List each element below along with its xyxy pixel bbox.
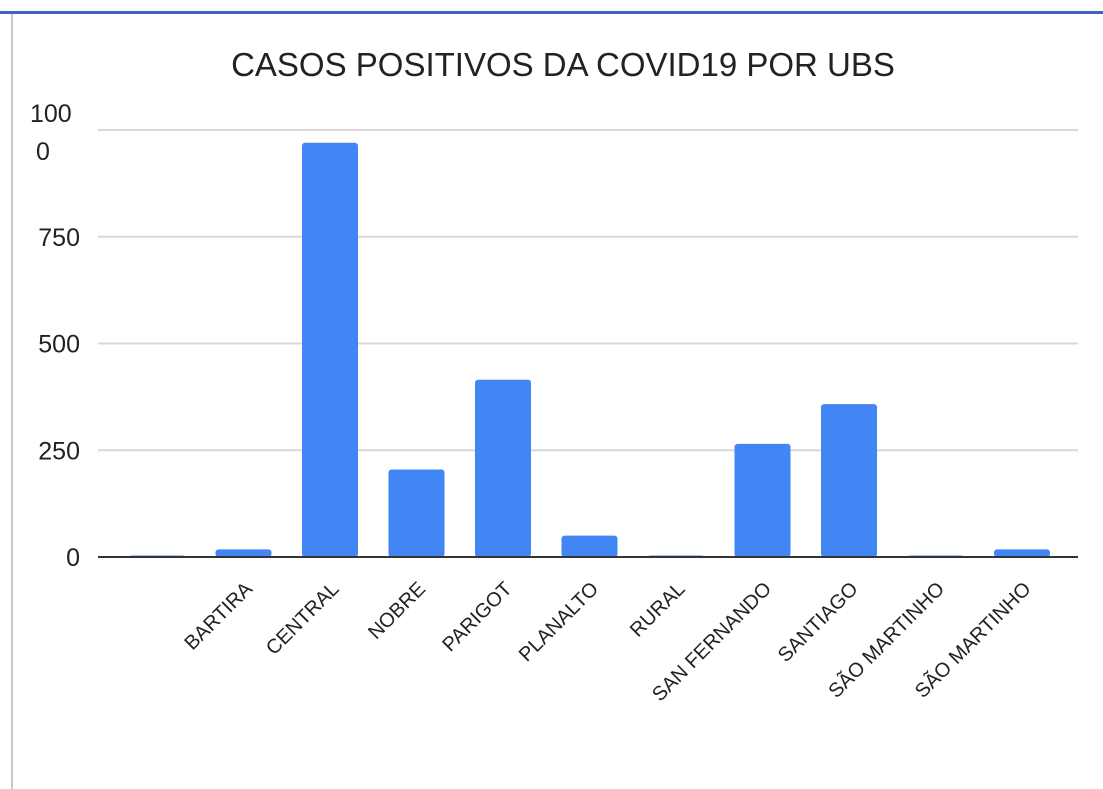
bar <box>994 549 1050 557</box>
chart-title: CASOS POSITIVOS DA COVID19 POR UBS <box>231 46 895 83</box>
bar <box>388 469 445 557</box>
x-tick-label: SANTIAGO <box>774 578 863 667</box>
bar <box>475 379 531 557</box>
bar <box>821 404 877 557</box>
y-tick-label: 100 0 <box>30 100 72 166</box>
gridlines <box>98 129 1078 452</box>
x-tick-label: PLANALTO <box>515 578 603 666</box>
y-axis-tick-labels: 0 250 500 750 100 0 <box>30 100 80 572</box>
y-tick-label: 500 <box>38 331 80 359</box>
x-tick-label: NOBRE <box>364 578 430 644</box>
bars <box>129 142 1050 557</box>
bar <box>302 142 358 557</box>
bar <box>734 443 791 557</box>
y-tick-label: 0 <box>66 544 80 572</box>
bar <box>561 535 618 557</box>
frame-top-border <box>0 11 1103 14</box>
x-tick-label: RURAL <box>626 578 689 641</box>
y-tick-label: 250 <box>38 437 80 465</box>
frame-left-border <box>11 14 13 789</box>
x-tick-label: BARTIRA <box>180 578 257 655</box>
bar <box>215 549 272 557</box>
x-tick-label: PARIGOT <box>438 578 516 656</box>
y-tick-label: 750 <box>38 224 80 252</box>
x-tick-label: CENTRAL <box>262 578 344 660</box>
